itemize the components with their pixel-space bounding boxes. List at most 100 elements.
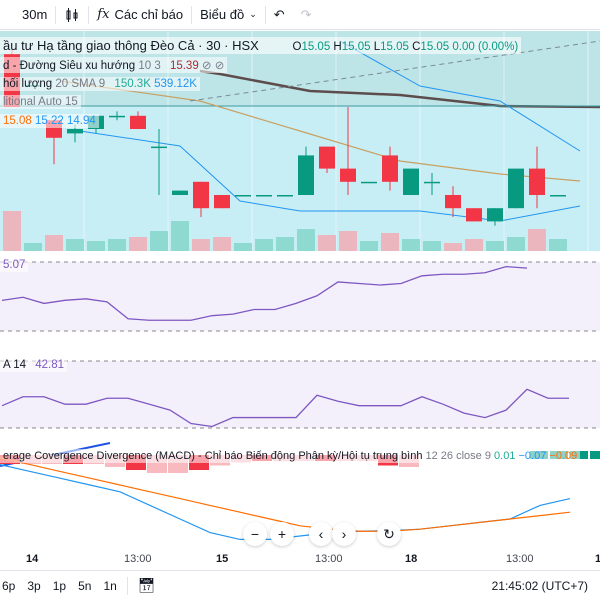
volume-legend[interactable]: hối lượng 20 SMA 9 150.3K 539.12K <box>0 77 200 91</box>
top-toolbar: 30m fx Các chỉ báo Biểu đồ ⌄ ↶ ↷ <box>0 0 600 30</box>
bottom-bar: 6p 3p 1p 5n 1n 📅︎ 21:45:02 (UTC+7) <box>0 570 600 600</box>
time-label: 13:00 <box>315 553 343 565</box>
volume-bar <box>402 239 420 251</box>
candle-body <box>214 195 230 209</box>
time-label: 13:00 <box>506 553 534 565</box>
hidden-icon: ⊘ ⊘ <box>201 60 225 72</box>
candle-body <box>424 181 440 184</box>
range-button-5n[interactable]: 5n <box>78 578 92 593</box>
volume-bar <box>444 243 462 251</box>
candle-body <box>235 195 251 197</box>
clock[interactable]: 21:45:02 (UTC+7) <box>491 578 588 593</box>
macd-legend[interactable]: erage Covergence Divergence (MACD) - Chỉ… <box>0 449 581 463</box>
trend-line <box>189 40 600 102</box>
interval-button[interactable]: 30m <box>22 7 48 22</box>
candle-body <box>256 195 272 197</box>
indicators-button[interactable]: fx Các chỉ báo <box>97 7 184 22</box>
candle-body <box>445 195 461 209</box>
price-chart[interactable] <box>0 31 600 548</box>
candle-body <box>298 155 314 195</box>
range-buttons: 6p 3p 1p 5n 1n <box>0 579 117 593</box>
candle-body <box>550 195 566 197</box>
volume-bar <box>528 229 546 251</box>
candle-body <box>67 129 83 134</box>
volume-bar <box>549 239 567 251</box>
reset-chart-button[interactable]: ↻ <box>377 522 401 546</box>
volume-bar <box>318 235 336 251</box>
volume-bar <box>297 229 315 251</box>
scroll-right-button[interactable]: › <box>332 522 356 546</box>
ohlc-values: O15.05 H15.05 L15.05 C15.05 0.00 (0.00%) <box>292 41 519 53</box>
volume-bar <box>360 241 378 251</box>
pane2-bg <box>0 361 600 428</box>
volume-bar <box>108 239 126 251</box>
volume-bar <box>423 241 441 251</box>
rsi-bg <box>0 262 600 331</box>
goto-date-icon[interactable]: 📅︎ <box>137 577 156 593</box>
volume-bar <box>24 243 42 251</box>
volume-bar <box>150 231 168 251</box>
candle-body <box>109 115 125 118</box>
volume-bar <box>45 235 63 251</box>
redo-icon: ↷ <box>300 6 312 22</box>
divider <box>88 5 90 24</box>
range-button-3p[interactable]: 3p <box>27 578 41 593</box>
symbol-legend: ầu tư Hạ tầng giao thông Đèo Cả · 30 · H… <box>0 37 522 54</box>
redo-button[interactable]: ↷ <box>293 0 320 30</box>
time-label: 1 <box>595 553 600 565</box>
volume-bar <box>171 221 189 251</box>
candle-body <box>277 195 293 197</box>
pane2-legend[interactable]: A 14 42.81 <box>0 358 68 372</box>
volume-bar <box>276 237 294 251</box>
bb-upper <box>339 40 581 152</box>
volume-bar <box>129 237 147 251</box>
time-label: 15 <box>216 553 229 565</box>
volume-bar <box>465 239 483 251</box>
undo-button[interactable]: ↶ <box>266 0 293 30</box>
rsi-line <box>1 265 528 321</box>
candle-body <box>130 115 146 129</box>
candle-body <box>151 146 167 149</box>
candle-body <box>319 146 335 169</box>
range-button-1n[interactable]: 1n <box>103 578 117 593</box>
divider <box>264 5 266 24</box>
signal-line <box>0 457 571 532</box>
candle-body <box>403 168 419 195</box>
bb-values: 15.08 15.22 14.94 <box>0 114 99 128</box>
volume-bar <box>87 241 105 251</box>
volume-bar <box>255 239 273 251</box>
chart-layout-button[interactable]: Biểu đồ ⌄ <box>200 7 257 22</box>
candle-body <box>508 168 524 209</box>
scroll-left-button[interactable]: ‹ <box>309 522 333 546</box>
bb-legend[interactable]: litional Auto 15 <box>0 95 81 109</box>
macd-histogram-bar <box>590 451 600 459</box>
time-label: 14 <box>26 553 39 565</box>
volume-bar <box>66 239 84 251</box>
volume-bar <box>192 239 210 251</box>
chart-style-button[interactable] <box>56 0 88 30</box>
zoom-out-button[interactable]: − <box>243 522 267 546</box>
volume-bar <box>3 211 21 251</box>
candle-body <box>340 168 356 182</box>
candle-body <box>361 181 377 184</box>
volume-bar <box>486 241 504 251</box>
fx-icon: fx <box>97 7 110 22</box>
zoom-in-button[interactable]: + <box>270 522 294 546</box>
candle-body <box>382 155 398 182</box>
candle-body <box>487 208 503 222</box>
range-button-6p[interactable]: 6p <box>2 578 16 593</box>
rsi-legend[interactable]: 5.07 <box>0 258 29 272</box>
volume-bar <box>381 233 399 251</box>
candle-body <box>529 168 545 195</box>
volume-bar <box>339 231 357 251</box>
volume-bar <box>213 237 231 251</box>
candles-icon <box>66 7 78 22</box>
range-button-1p[interactable]: 1p <box>52 578 67 593</box>
divider <box>55 5 57 24</box>
time-label: 18 <box>405 553 418 565</box>
pane2-line <box>1 388 569 428</box>
candle-body <box>172 190 188 195</box>
volume-bar <box>507 237 525 251</box>
candle-body <box>466 208 482 222</box>
supertrend-legend[interactable]: d - Đường Siêu xu hướng 10 3 15.39 ⊘ ⊘ <box>0 57 228 73</box>
